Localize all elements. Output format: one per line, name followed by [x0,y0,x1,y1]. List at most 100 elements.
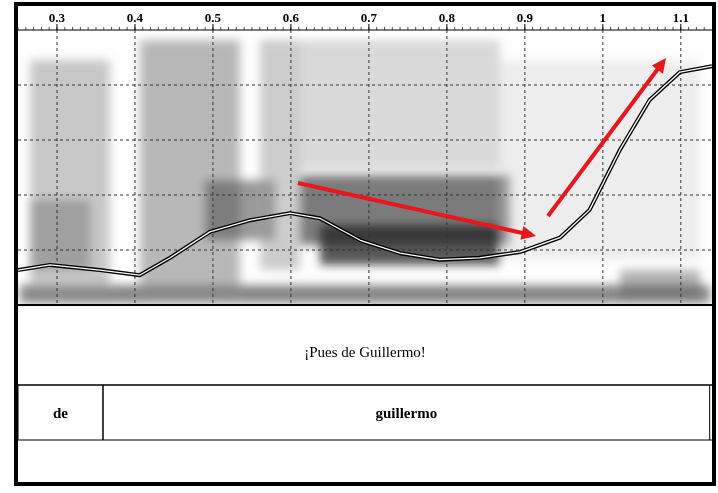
minor-tick [49,27,50,30]
grid-line [446,30,447,305]
minor-tick [485,27,486,30]
minor-tick [509,27,510,30]
word-boundary [102,385,103,440]
minor-tick [634,27,635,30]
minor-tick [517,27,518,30]
figure: 0.30.40.50.60.70.80.911.1¡Pues de Guille… [0,0,718,493]
minor-tick [376,27,377,30]
tick-label: 0.3 [49,10,66,25]
tick-label: 0.4 [127,10,144,25]
background [0,0,718,493]
word-boundary [102,385,103,440]
minor-tick [259,27,260,30]
minor-tick [189,27,190,30]
minor-tick [283,27,284,30]
minor-tick [88,27,89,30]
minor-tick [212,27,213,30]
minor-tick [314,27,315,30]
minor-tick [103,27,104,30]
word-boundary [709,385,710,440]
word-label: de [53,405,68,421]
minor-tick [244,27,245,30]
minor-tick [524,27,525,30]
minor-tick [540,27,541,30]
minor-tick [556,27,557,30]
minor-tick [618,27,619,30]
minor-tick [236,27,237,30]
minor-tick [665,27,666,30]
minor-tick [470,27,471,30]
minor-tick [337,27,338,30]
minor-tick [142,27,143,30]
minor-tick [64,27,65,30]
minor-tick [548,27,549,30]
minor-tick [251,27,252,30]
minor-tick [158,27,159,30]
grid-line [134,30,135,305]
minor-tick [696,27,697,30]
minor-tick [298,27,299,30]
minor-tick [361,27,362,30]
arrows [298,58,666,240]
minor-tick [501,27,502,30]
tier-line [16,384,714,386]
minor-tick [275,27,276,30]
minor-tick [704,27,705,30]
pitch-contour-inner [18,66,712,275]
minor-tick [166,27,167,30]
minor-tick [41,27,42,30]
x-axis: 0.30.40.50.60.70.80.911.1 [18,10,712,30]
word-label: guillermo [375,405,437,421]
minor-tick [587,27,588,30]
spectrogram-texture [20,40,710,303]
minor-tick [579,27,580,30]
pitch-contour [18,66,712,275]
spectrogram-blob [500,60,700,260]
minor-tick [25,27,26,30]
minor-tick [173,27,174,30]
minor-tick [626,27,627,30]
tick-label: 0.8 [439,10,456,25]
minor-tick [197,27,198,30]
minor-tick [150,27,151,30]
minor-tick [431,27,432,30]
contour-group [18,66,712,275]
minor-tick [345,27,346,30]
minor-tick [329,27,330,30]
minor-tick [563,27,564,30]
minor-tick [95,27,96,30]
arrow-head [520,226,536,240]
minor-tick [595,27,596,30]
minor-tick [127,27,128,30]
minor-tick [571,27,572,30]
spectrogram-blob [620,270,700,300]
spectrogram-blob [300,40,500,170]
minor-tick [111,27,112,30]
spectrogram-blob [140,40,240,300]
grid-line [18,140,712,141]
grid-line [18,195,712,196]
frame [16,4,714,484]
minor-tick [220,27,221,30]
minor-tick [80,27,81,30]
minor-tick [56,27,57,30]
minor-tick [462,27,463,30]
grid [18,30,712,305]
minor-tick [602,27,603,30]
minor-tick [290,27,291,30]
minor-tick [400,27,401,30]
minor-tick [688,27,689,30]
grid-line [18,85,712,86]
spectrogram-blob [30,60,110,290]
minor-tick [493,27,494,30]
minor-tick [478,27,479,30]
grid-line [524,30,525,305]
arrow-shaft [298,183,524,233]
minor-tick [673,27,674,30]
minor-tick [72,27,73,30]
tier-line [16,304,714,306]
grid-line [212,30,213,305]
minor-tick [446,27,447,30]
minor-tick [392,27,393,30]
axis-line [18,30,712,31]
